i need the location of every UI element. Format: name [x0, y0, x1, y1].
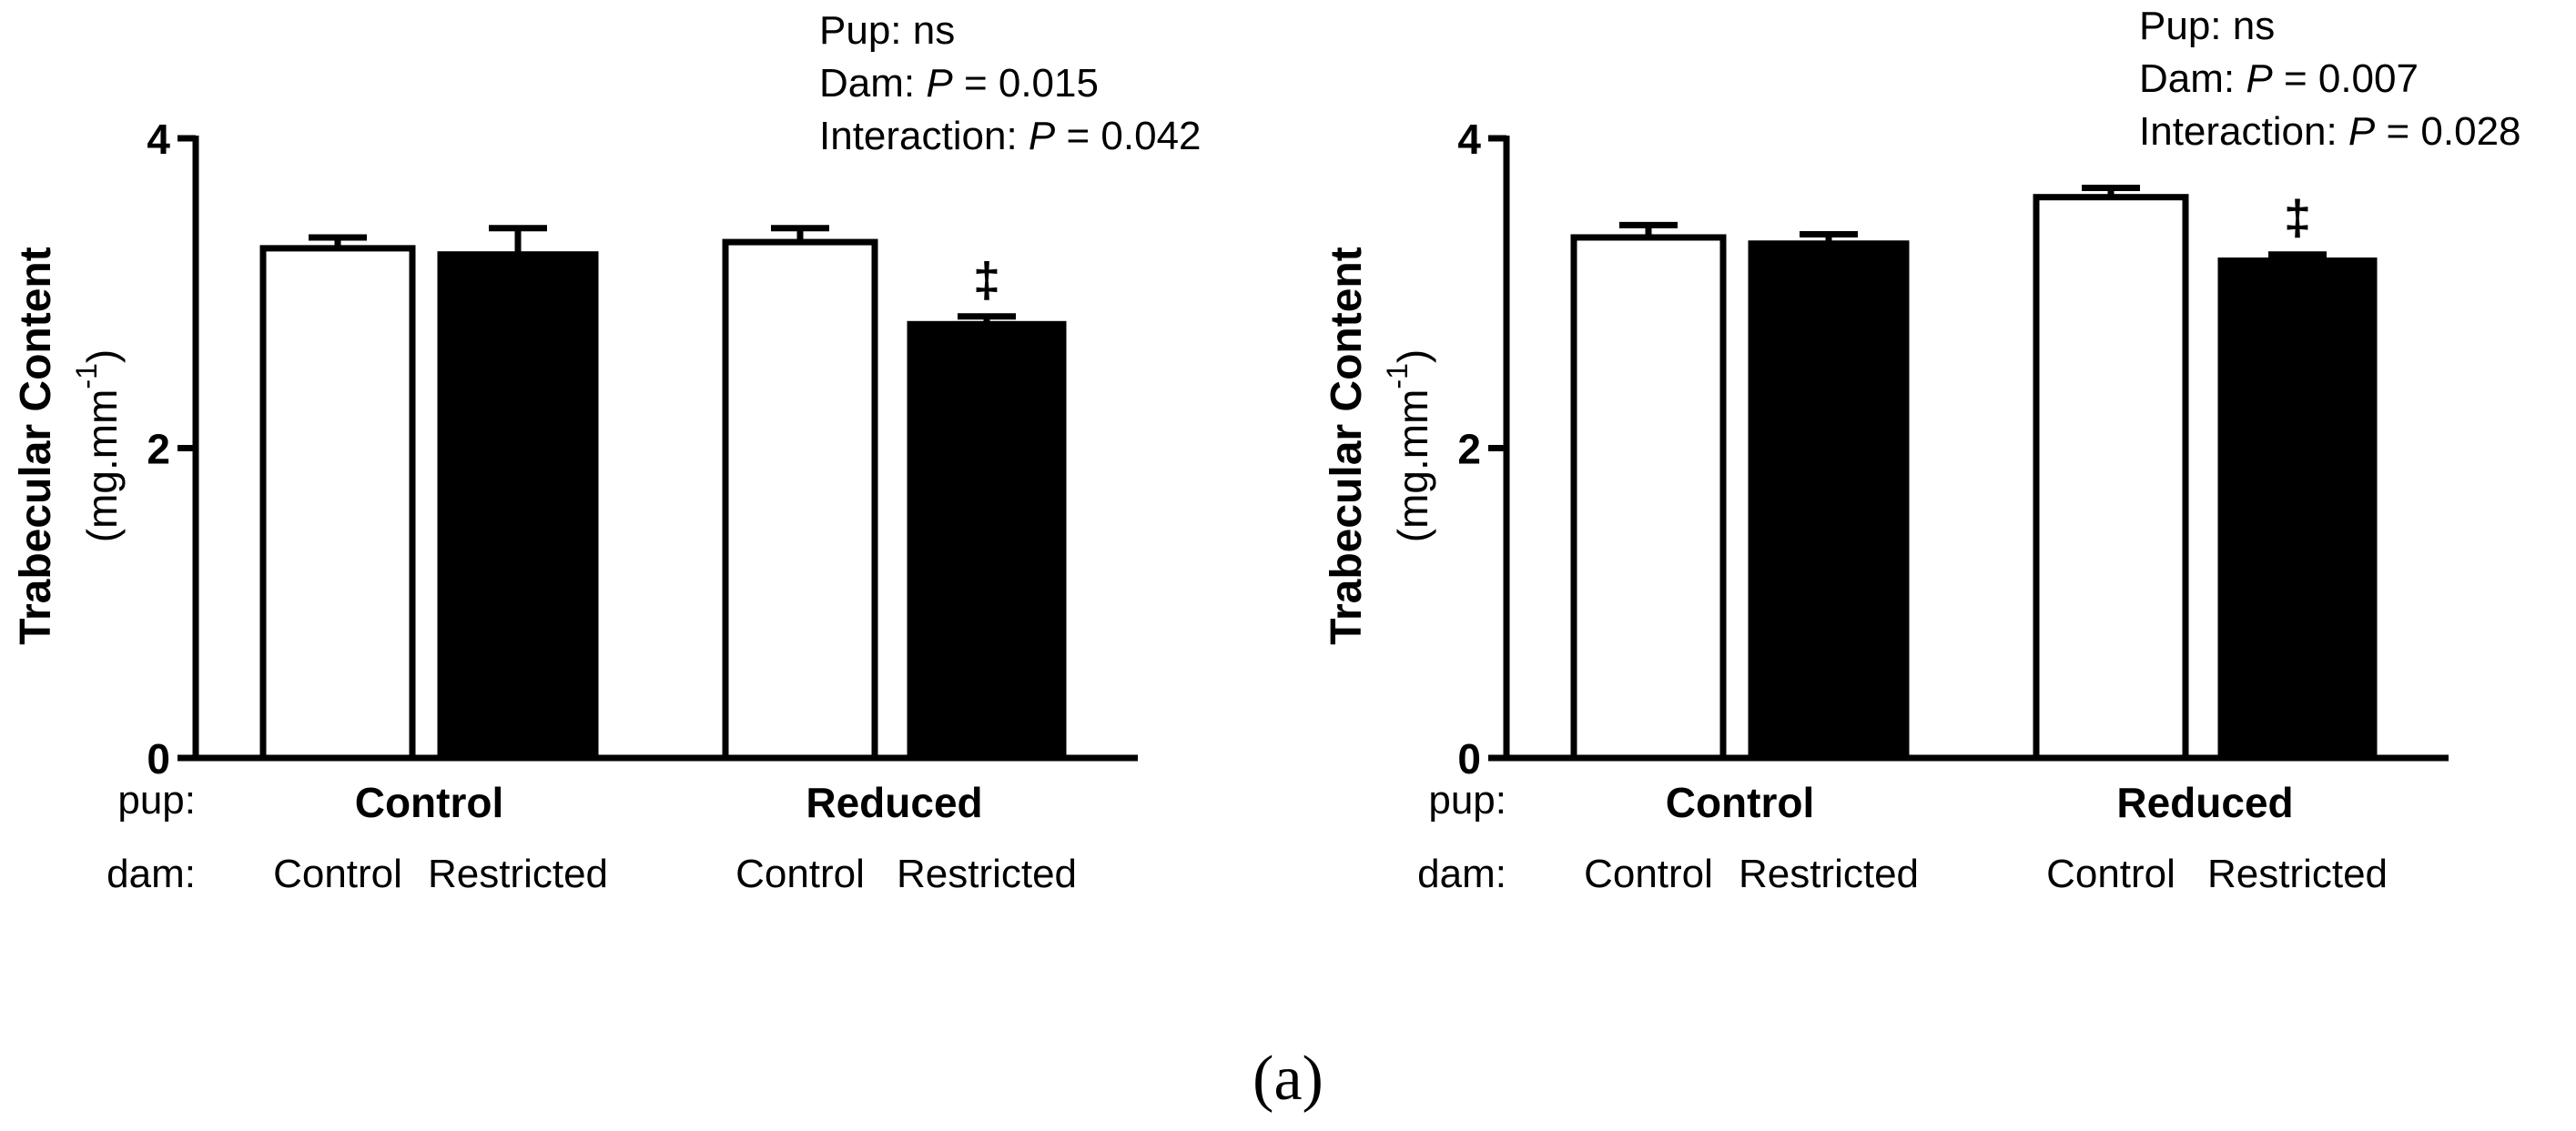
stat-dam: Dam: P = 0.007: [2139, 56, 2419, 101]
bar: [2033, 194, 2189, 762]
y-axis-title: Trabecular Content: [12, 247, 60, 644]
stat-dam-value: = 0.015: [953, 61, 1099, 106]
pup-row-label: pup:: [117, 778, 196, 823]
pup-group-label: Reduced: [806, 779, 982, 826]
dam-label: Control: [2046, 852, 2175, 896]
bar: [722, 238, 878, 762]
stat-pup: Pup: ns: [2139, 4, 2275, 48]
bar: [1748, 240, 1910, 762]
stat-pup-label: Pup:: [819, 8, 902, 53]
dam-label: Restricted: [428, 852, 608, 896]
stat-interaction-label: Interaction:: [819, 114, 1029, 158]
bar: [2217, 257, 2378, 762]
pup-group-label: Control: [355, 779, 504, 826]
dam-label: Control: [273, 852, 402, 896]
stat-dam-p: P: [926, 61, 953, 106]
dam-label: Restricted: [897, 852, 1077, 896]
pup-row-label: pup:: [1428, 778, 1506, 823]
stat-interaction-label: Interaction:: [2139, 109, 2348, 154]
significance-marker: ‡: [973, 253, 1000, 308]
stat-dam-label: Dam:: [2139, 56, 2246, 101]
bar: [1570, 234, 1727, 762]
stat-dam-p: P: [2246, 56, 2273, 101]
y-axis-units-text: (mg.mm: [78, 389, 126, 543]
stat-dam-label: Dam:: [819, 61, 926, 106]
stat-pup-value: ns: [902, 8, 956, 53]
y-axis-units-sup: -1: [70, 363, 103, 389]
stat-interaction: Interaction: P = 0.042: [819, 114, 1202, 158]
stat-interaction-value: = 0.028: [2375, 109, 2520, 154]
y-tick-label: 0: [1457, 735, 1481, 783]
y-tick-label: 0: [147, 735, 170, 783]
bar: [437, 251, 599, 762]
stat-pup-value: ns: [2222, 4, 2276, 48]
y-tick-label: 4: [147, 116, 170, 163]
pup-group-label: Reduced: [2116, 779, 2293, 826]
dam-label: Restricted: [1739, 852, 1919, 896]
significance-marker: ‡: [2284, 191, 2311, 246]
dam-label: Control: [1584, 852, 1713, 896]
bar: [907, 320, 1067, 762]
stat-pup-label: Pup:: [2139, 4, 2222, 48]
stat-dam: Dam: P = 0.015: [819, 61, 1099, 106]
y-axis-units-close: ): [78, 349, 126, 363]
y-axis-units: (mg.mm-1): [70, 349, 126, 542]
bar: [259, 245, 416, 762]
dam-label: Control: [735, 852, 865, 896]
pup-group-label: Control: [1666, 779, 1815, 826]
y-tick-label: 2: [147, 426, 170, 473]
dam-label: Restricted: [2207, 852, 2388, 896]
stat-dam-value: = 0.007: [2273, 56, 2419, 101]
stat-interaction: Interaction: P = 0.028: [2139, 109, 2521, 154]
y-axis-units: (mg.mm-1): [1381, 349, 1436, 542]
y-axis-units-close: ): [1389, 349, 1436, 363]
stat-pup: Pup: ns: [819, 8, 955, 53]
y-axis-units-sup: -1: [1381, 363, 1414, 389]
figure-caption: (a): [1253, 1044, 1323, 1114]
y-tick-label: 2: [1457, 426, 1481, 473]
y-axis-title: Trabecular Content: [1323, 247, 1371, 644]
y-tick-label: 4: [1457, 116, 1481, 163]
y-axis-units-text: (mg.mm: [1389, 389, 1436, 543]
stat-interaction-p: P: [1029, 114, 1056, 158]
dam-row-label: dam:: [106, 852, 196, 896]
stat-interaction-p: P: [2348, 109, 2376, 154]
stat-interaction-value: = 0.042: [1055, 114, 1201, 158]
dam-row-label: dam:: [1417, 852, 1506, 896]
